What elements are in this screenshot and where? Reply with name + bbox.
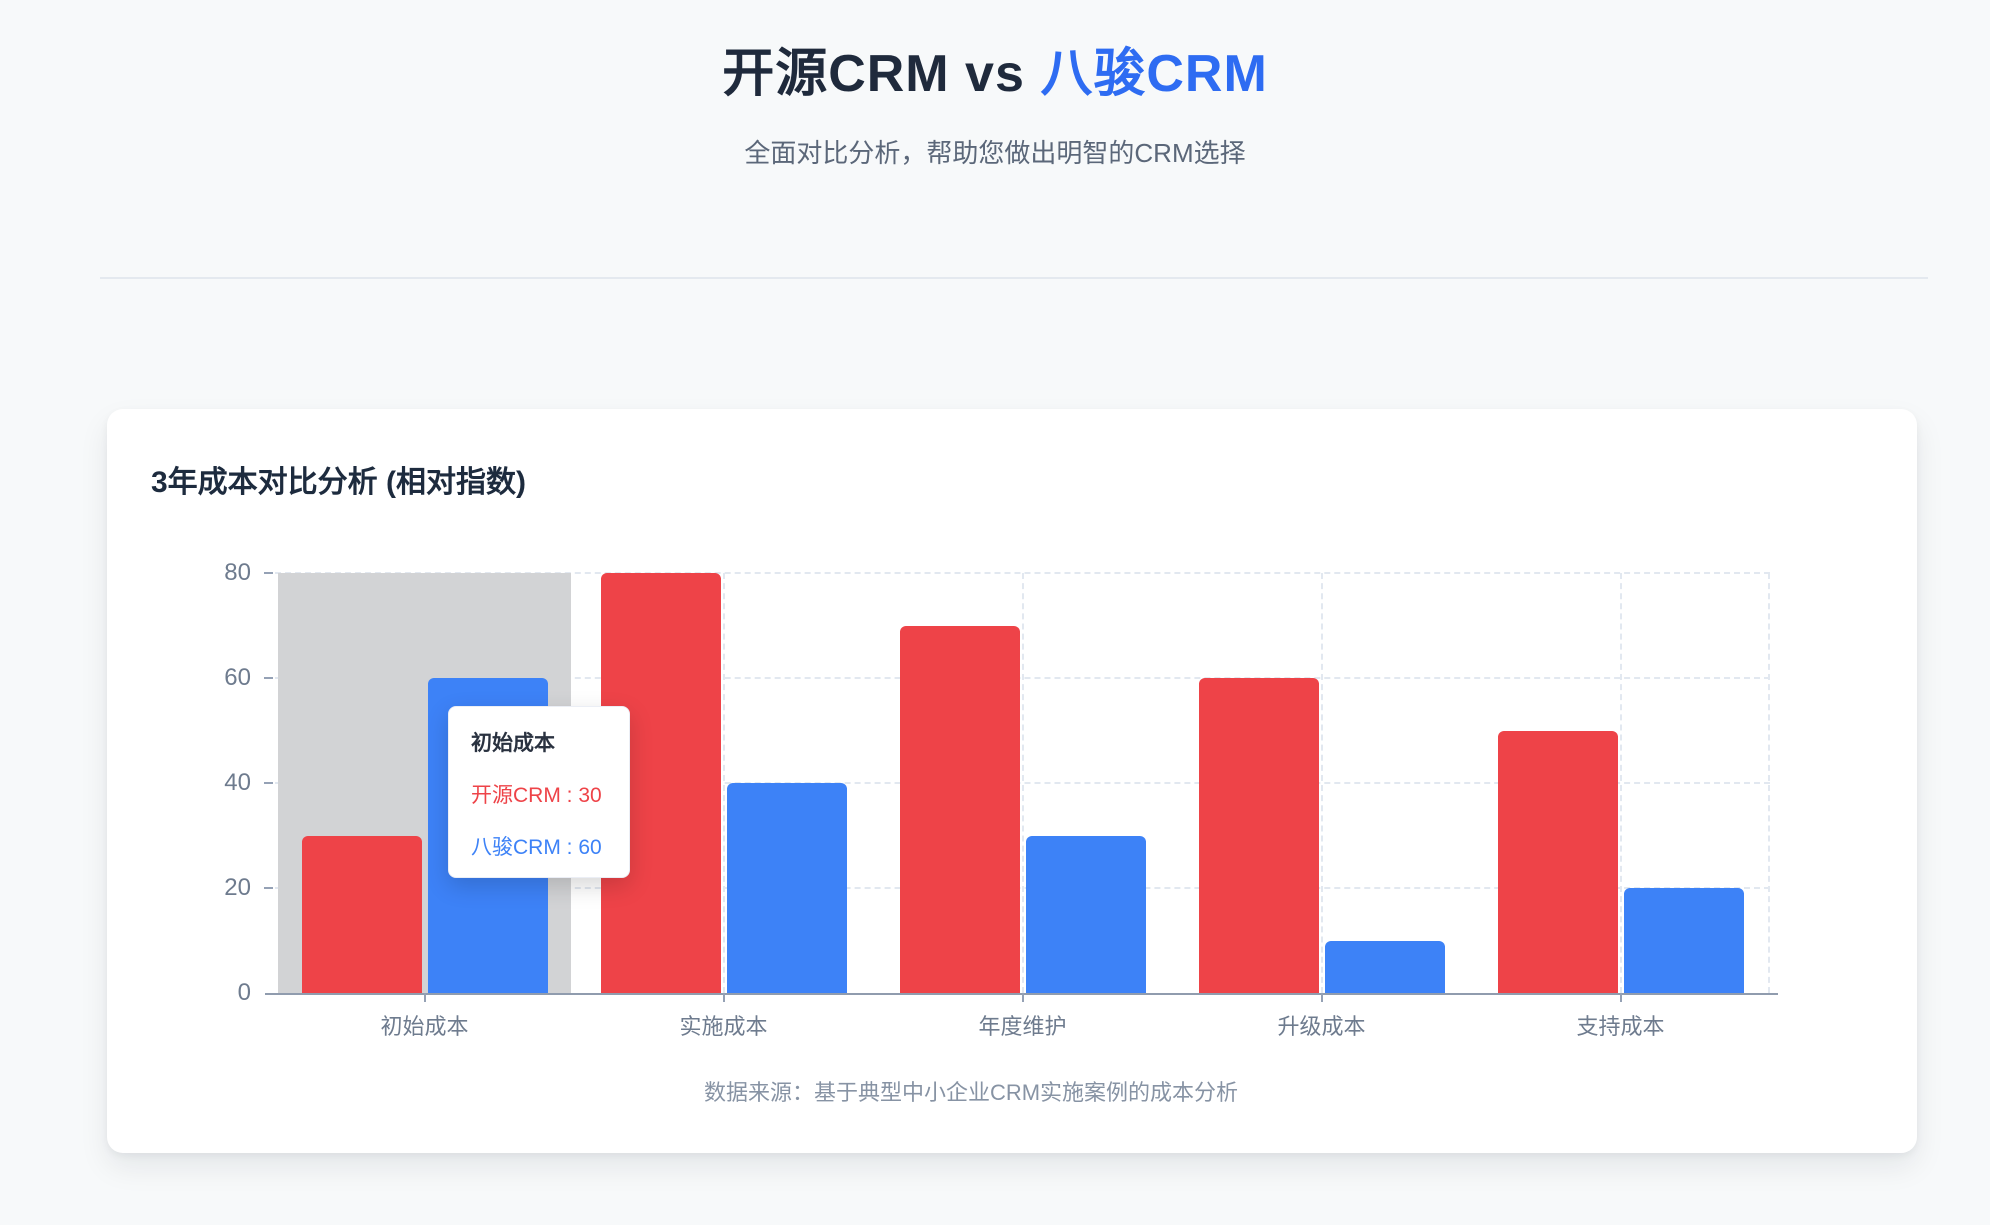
bar-开源CRM-支持成本[interactable] [1497,730,1618,993]
chart-footnote: 数据来源：基于典型中小企业CRM实施案例的成本分析 [703,1080,1239,1105]
y-axis-label: 60 [224,664,251,691]
page-title: 开源CRM vs 八骏CRM [0,42,1990,107]
y-axis-tick [264,887,273,889]
x-gridline [1021,573,1024,993]
y-axis-label: 0 [237,979,251,1006]
x-gridline-right [1768,573,1770,993]
chart-plot: 初始成本 开源CRM : 30 八骏CRM : 60 0 20 40 60 80 初始成本实… [224,559,1778,1039]
bar-八骏CRM-年度维护[interactable] [1025,835,1146,993]
x-axis-tick [1320,993,1323,1002]
bar-八骏CRM-支持成本[interactable] [1623,888,1744,993]
y-axis-tick [264,572,273,574]
tooltip-row-开源CRM: 开源CRM : 30 [471,784,602,807]
x-gridline [1619,573,1622,993]
chart-title: 3年成本对比分析 (相对指数) [151,466,526,499]
page-title-primary: 开源CRM vs [722,45,1041,103]
x-axis-label: 初始成本 [380,1014,469,1039]
header-divider [100,277,1928,279]
y-axis-tick [264,782,273,784]
y-axis-label: 80 [224,559,251,586]
x-axis-tick [1619,993,1622,1002]
page-subtitle: 全面对比分析，帮助您做出明智的CRM选择 [744,138,1246,168]
y-axis-label: 40 [224,769,251,796]
x-axis-label: 实施成本 [679,1014,768,1039]
tooltip-row-八骏CRM: 八骏CRM : 60 [471,836,602,859]
x-axis-tick [1021,993,1024,1002]
x-axis-label: 支持成本 [1576,1014,1665,1039]
bar-开源CRM-年度维护[interactable] [899,625,1020,993]
chart-card: 3年成本对比分析 (相对指数) 初始成本 开源CRM : 30 八骏CRM : 6… [107,409,1917,1153]
x-axis-label: 升级成本 [1277,1014,1366,1039]
x-gridline [722,573,725,993]
x-axis-tick [722,993,725,1002]
y-axis-label: 20 [224,874,251,901]
tooltip-title: 初始成本 [471,732,555,755]
x-axis-tick [423,993,426,1002]
chart-tooltip: 初始成本 开源CRM : 30 八骏CRM : 60 [448,706,630,878]
bar-开源CRM-升级成本[interactable] [1198,678,1319,993]
y-axis-tick [264,677,273,679]
bar-八骏CRM-升级成本[interactable] [1324,940,1445,993]
x-gridline [1320,573,1323,993]
bar-开源CRM-初始成本[interactable] [301,835,422,993]
bar-八骏CRM-实施成本[interactable] [726,783,847,993]
x-axis-label: 年度维护 [978,1014,1067,1039]
page-title-accent: 八骏CRM [1040,45,1268,103]
page-header: 开源CRM vs 八骏CRM 全面对比分析，帮助您做出明智的CRM选择 [0,0,1990,170]
